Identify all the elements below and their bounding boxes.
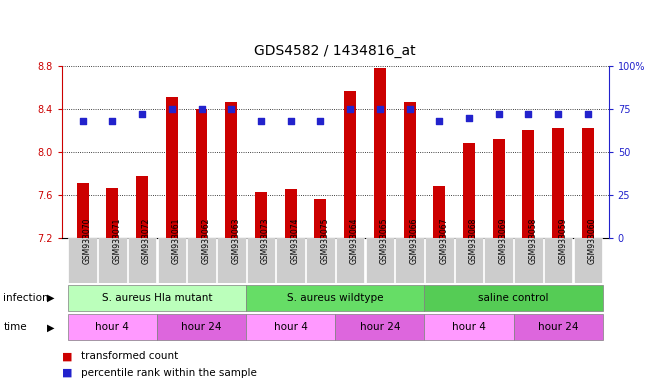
- Text: GSM933060: GSM933060: [588, 217, 597, 264]
- FancyBboxPatch shape: [455, 238, 483, 283]
- Bar: [344, 91, 356, 238]
- Text: infection: infection: [3, 293, 49, 303]
- Bar: [434, 185, 445, 238]
- Bar: [582, 128, 594, 238]
- Point: [167, 106, 177, 112]
- FancyBboxPatch shape: [424, 285, 603, 311]
- FancyBboxPatch shape: [246, 285, 424, 311]
- Bar: [106, 188, 118, 238]
- FancyBboxPatch shape: [247, 238, 275, 283]
- Text: GSM933070: GSM933070: [83, 217, 92, 264]
- FancyBboxPatch shape: [424, 314, 514, 340]
- Bar: [255, 192, 267, 238]
- FancyBboxPatch shape: [277, 238, 305, 283]
- Text: saline control: saline control: [478, 293, 549, 303]
- Text: transformed count: transformed count: [81, 351, 178, 361]
- Bar: [552, 128, 564, 238]
- Text: hour 4: hour 4: [274, 322, 308, 333]
- Bar: [314, 199, 326, 238]
- Point: [523, 111, 534, 117]
- Text: GSM933058: GSM933058: [529, 217, 538, 264]
- Text: GSM933065: GSM933065: [380, 217, 389, 264]
- FancyBboxPatch shape: [514, 238, 543, 283]
- Point: [315, 118, 326, 124]
- FancyBboxPatch shape: [187, 238, 215, 283]
- FancyBboxPatch shape: [514, 314, 603, 340]
- FancyBboxPatch shape: [366, 238, 394, 283]
- Point: [404, 106, 415, 112]
- FancyBboxPatch shape: [395, 238, 424, 283]
- Text: GSM933074: GSM933074: [291, 217, 299, 264]
- FancyBboxPatch shape: [484, 238, 513, 283]
- Point: [374, 106, 385, 112]
- FancyBboxPatch shape: [68, 314, 157, 340]
- Text: hour 4: hour 4: [96, 322, 130, 333]
- Text: GSM933062: GSM933062: [202, 217, 210, 264]
- Text: GSM933073: GSM933073: [261, 217, 270, 264]
- Point: [286, 118, 296, 124]
- Bar: [225, 103, 237, 238]
- Text: percentile rank within the sample: percentile rank within the sample: [81, 368, 257, 378]
- FancyBboxPatch shape: [217, 238, 245, 283]
- Point: [583, 111, 593, 117]
- Text: GSM933064: GSM933064: [350, 217, 359, 264]
- Bar: [284, 189, 297, 238]
- Point: [137, 111, 147, 117]
- Text: hour 4: hour 4: [452, 322, 486, 333]
- Bar: [404, 103, 415, 238]
- FancyBboxPatch shape: [574, 238, 602, 283]
- Text: hour 24: hour 24: [181, 322, 222, 333]
- FancyBboxPatch shape: [98, 238, 127, 283]
- Text: time: time: [3, 322, 27, 333]
- Text: ▶: ▶: [47, 293, 55, 303]
- Point: [493, 111, 504, 117]
- Text: GSM933075: GSM933075: [320, 217, 329, 264]
- Point: [77, 118, 88, 124]
- Bar: [493, 139, 505, 238]
- Bar: [195, 109, 208, 238]
- Bar: [136, 176, 148, 238]
- Text: S. aureus wildtype: S. aureus wildtype: [287, 293, 383, 303]
- Point: [464, 114, 474, 121]
- Text: GSM933069: GSM933069: [499, 217, 508, 264]
- Bar: [374, 68, 386, 238]
- Text: S. aureus Hla mutant: S. aureus Hla mutant: [102, 293, 212, 303]
- Text: GSM933067: GSM933067: [439, 217, 449, 264]
- Text: hour 24: hour 24: [538, 322, 578, 333]
- Text: GSM933072: GSM933072: [142, 217, 151, 264]
- Text: ■: ■: [62, 351, 72, 361]
- FancyBboxPatch shape: [128, 238, 156, 283]
- FancyBboxPatch shape: [246, 314, 335, 340]
- FancyBboxPatch shape: [158, 238, 186, 283]
- Point: [345, 106, 355, 112]
- Point: [197, 106, 207, 112]
- Text: GSM933066: GSM933066: [409, 217, 419, 264]
- FancyBboxPatch shape: [306, 238, 335, 283]
- FancyBboxPatch shape: [157, 314, 246, 340]
- FancyBboxPatch shape: [425, 238, 454, 283]
- Text: ▶: ▶: [47, 322, 55, 333]
- Text: GDS4582 / 1434816_at: GDS4582 / 1434816_at: [255, 44, 416, 58]
- Point: [434, 118, 445, 124]
- Text: GSM933059: GSM933059: [558, 217, 567, 264]
- Point: [226, 106, 236, 112]
- Text: GSM933068: GSM933068: [469, 217, 478, 264]
- Point: [553, 111, 563, 117]
- Point: [107, 118, 118, 124]
- FancyBboxPatch shape: [68, 285, 246, 311]
- Text: GSM933063: GSM933063: [231, 217, 240, 264]
- FancyBboxPatch shape: [335, 314, 424, 340]
- Text: ■: ■: [62, 368, 72, 378]
- Text: GSM933061: GSM933061: [172, 217, 181, 264]
- Bar: [166, 97, 178, 238]
- Bar: [463, 144, 475, 238]
- FancyBboxPatch shape: [544, 238, 572, 283]
- Bar: [77, 184, 89, 238]
- Bar: [523, 131, 534, 238]
- FancyBboxPatch shape: [68, 238, 97, 283]
- Text: hour 24: hour 24: [359, 322, 400, 333]
- FancyBboxPatch shape: [336, 238, 365, 283]
- Text: GSM933071: GSM933071: [113, 217, 121, 264]
- Point: [256, 118, 266, 124]
